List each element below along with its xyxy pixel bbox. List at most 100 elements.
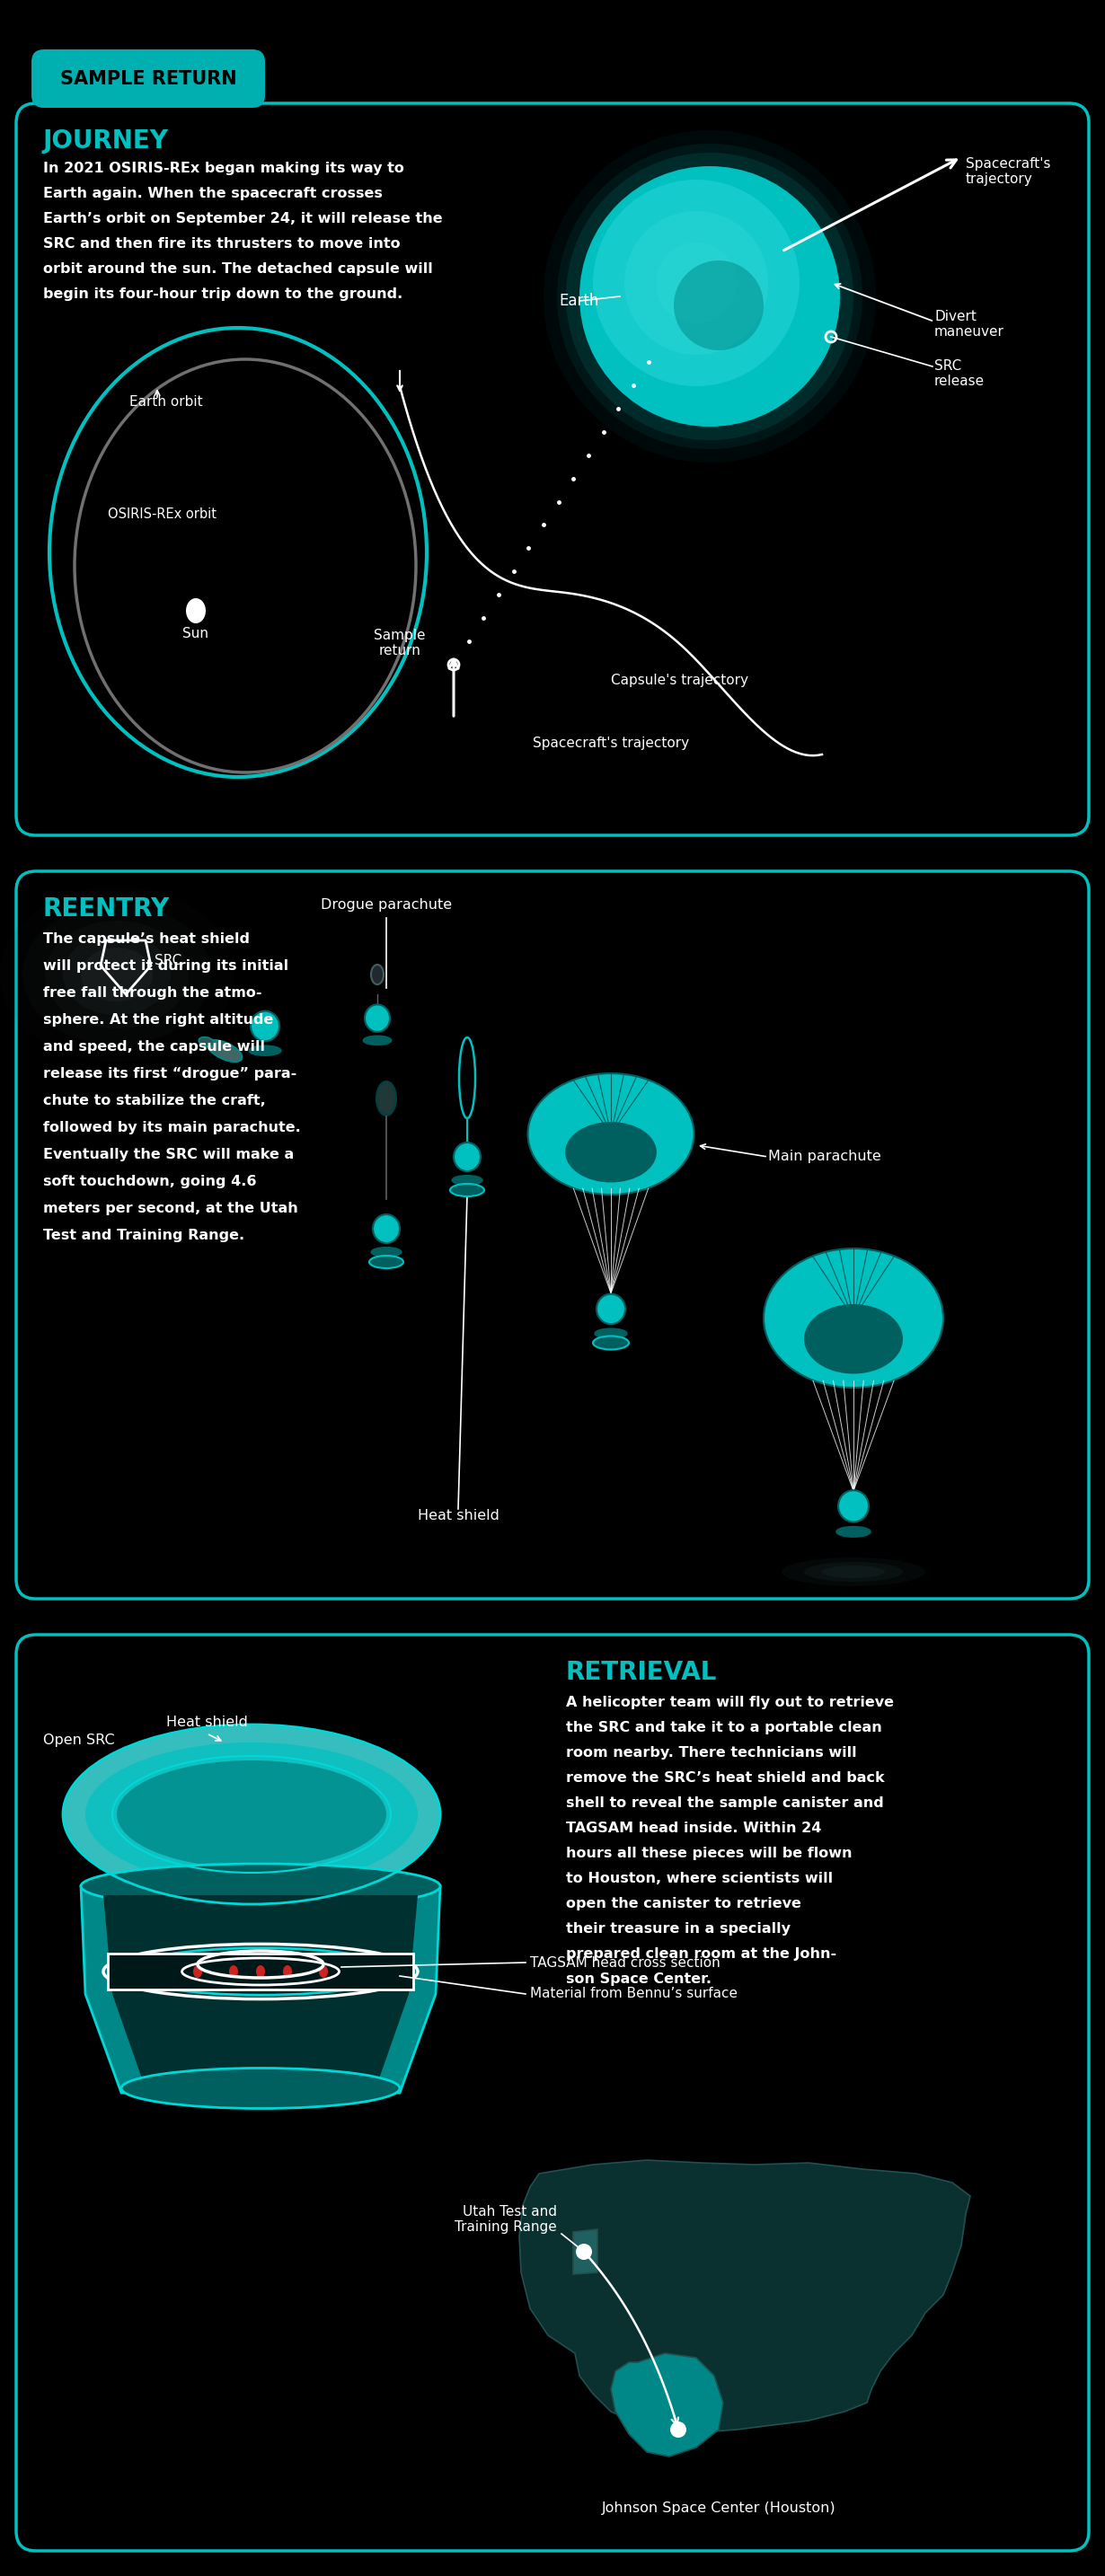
Ellipse shape bbox=[822, 1566, 885, 1579]
Ellipse shape bbox=[199, 1038, 214, 1046]
Ellipse shape bbox=[377, 1082, 397, 1115]
Text: Utah Test and
Training Range: Utah Test and Training Range bbox=[455, 2205, 557, 2233]
Ellipse shape bbox=[229, 1965, 238, 1978]
Ellipse shape bbox=[655, 242, 737, 325]
Text: OSIRIS-REx orbit: OSIRIS-REx orbit bbox=[108, 507, 217, 520]
Text: and speed, the capsule will: and speed, the capsule will bbox=[43, 1041, 265, 1054]
Ellipse shape bbox=[804, 1303, 903, 1373]
Text: release its first “drogue” para-: release its first “drogue” para- bbox=[43, 1066, 296, 1079]
Polygon shape bbox=[103, 1896, 418, 2084]
Ellipse shape bbox=[454, 1144, 481, 1172]
Ellipse shape bbox=[283, 1965, 292, 1978]
Ellipse shape bbox=[593, 180, 800, 386]
Text: their treasure in a specially: their treasure in a specially bbox=[566, 1922, 790, 1935]
Ellipse shape bbox=[452, 1175, 482, 1185]
Ellipse shape bbox=[81, 948, 152, 1002]
Ellipse shape bbox=[804, 1561, 903, 1582]
Ellipse shape bbox=[764, 1249, 944, 1388]
Text: begin its four-hour trip down to the ground.: begin its four-hour trip down to the gro… bbox=[43, 289, 402, 301]
Text: orbit around the sun. The detached capsule will: orbit around the sun. The detached capsu… bbox=[43, 263, 433, 276]
Ellipse shape bbox=[836, 1528, 871, 1538]
Text: SRC: SRC bbox=[155, 953, 181, 969]
Text: shell to reveal the sample canister and: shell to reveal the sample canister and bbox=[566, 1795, 884, 1811]
Text: Johnson Space Center (Houston): Johnson Space Center (Houston) bbox=[601, 2501, 835, 2514]
Ellipse shape bbox=[450, 1185, 484, 1195]
Text: Drogue parachute: Drogue parachute bbox=[320, 899, 452, 912]
Ellipse shape bbox=[0, 886, 233, 1061]
Ellipse shape bbox=[250, 1046, 281, 1056]
Ellipse shape bbox=[593, 1337, 629, 1350]
Ellipse shape bbox=[81, 1865, 440, 1909]
Text: SRC
release: SRC release bbox=[935, 358, 985, 389]
Text: The capsule’s heat shield: The capsule’s heat shield bbox=[43, 933, 250, 945]
Text: son Space Center.: son Space Center. bbox=[566, 1973, 712, 1986]
Text: In 2021 OSIRIS-REx began making its way to: In 2021 OSIRIS-REx began making its way … bbox=[43, 162, 404, 175]
Ellipse shape bbox=[565, 1121, 656, 1182]
Text: meters per second, at the Utah: meters per second, at the Utah bbox=[43, 1203, 298, 1216]
Ellipse shape bbox=[371, 963, 383, 984]
Text: Divert
maneuver: Divert maneuver bbox=[935, 309, 1004, 340]
Ellipse shape bbox=[597, 1293, 625, 1324]
Text: JOURNEY: JOURNEY bbox=[43, 129, 169, 155]
Text: prepared clean room at the John-: prepared clean room at the John- bbox=[566, 1947, 836, 1960]
Ellipse shape bbox=[193, 1965, 202, 1978]
Ellipse shape bbox=[256, 1965, 265, 1978]
Text: REENTRY: REENTRY bbox=[43, 896, 170, 922]
Polygon shape bbox=[519, 2161, 970, 2432]
Text: Sun: Sun bbox=[182, 626, 209, 641]
Ellipse shape bbox=[372, 1213, 400, 1244]
Polygon shape bbox=[573, 2228, 598, 2275]
Ellipse shape bbox=[117, 1759, 387, 1868]
Ellipse shape bbox=[63, 1723, 440, 1904]
Ellipse shape bbox=[781, 1558, 925, 1587]
Ellipse shape bbox=[596, 1329, 627, 1340]
Ellipse shape bbox=[674, 260, 764, 350]
Text: Earth’s orbit on September 24, it will release the: Earth’s orbit on September 24, it will r… bbox=[43, 211, 443, 227]
Text: Capsule's trajectory: Capsule's trajectory bbox=[611, 675, 748, 688]
FancyBboxPatch shape bbox=[31, 49, 265, 108]
Circle shape bbox=[671, 2421, 686, 2437]
Text: the SRC and take it to a portable clean: the SRC and take it to a portable clean bbox=[566, 1721, 882, 1734]
Text: Earth orbit: Earth orbit bbox=[129, 394, 203, 410]
Text: remove the SRC’s heat shield and back: remove the SRC’s heat shield and back bbox=[566, 1772, 885, 1785]
Text: TAGSAM head cross section: TAGSAM head cross section bbox=[530, 1955, 720, 1968]
Text: sphere. At the right altitude: sphere. At the right altitude bbox=[43, 1012, 273, 1028]
Text: free fall through the atmo-: free fall through the atmo- bbox=[43, 987, 262, 999]
Ellipse shape bbox=[839, 1492, 869, 1522]
Text: open the canister to retrieve: open the canister to retrieve bbox=[566, 1896, 801, 1911]
Ellipse shape bbox=[528, 1074, 694, 1195]
Text: A helicopter team will fly out to retrieve: A helicopter team will fly out to retrie… bbox=[566, 1695, 894, 1710]
Text: will protect it during its initial: will protect it during its initial bbox=[43, 958, 288, 974]
Text: to Houston, where scientists will: to Houston, where scientists will bbox=[566, 1873, 833, 1886]
Ellipse shape bbox=[85, 1741, 418, 1886]
Text: SAMPLE RETURN: SAMPLE RETURN bbox=[60, 70, 236, 88]
Ellipse shape bbox=[369, 1255, 403, 1267]
Ellipse shape bbox=[579, 167, 840, 428]
Ellipse shape bbox=[624, 211, 768, 355]
Ellipse shape bbox=[122, 2069, 400, 2110]
Ellipse shape bbox=[319, 1965, 328, 1978]
Text: Material from Bennu’s surface: Material from Bennu’s surface bbox=[530, 1986, 737, 2002]
Text: TAGSAM head inside. Within 24: TAGSAM head inside. Within 24 bbox=[566, 1821, 821, 1834]
Text: Spacecraft's trajectory: Spacecraft's trajectory bbox=[533, 737, 690, 750]
Text: Earth: Earth bbox=[559, 294, 599, 309]
Ellipse shape bbox=[566, 152, 853, 440]
Ellipse shape bbox=[207, 1041, 242, 1061]
Text: Spacecraft's
trajectory: Spacecraft's trajectory bbox=[966, 157, 1051, 185]
Ellipse shape bbox=[365, 1005, 390, 1033]
Ellipse shape bbox=[251, 1010, 280, 1041]
Text: Main parachute: Main parachute bbox=[768, 1149, 881, 1164]
Text: Heat shield: Heat shield bbox=[166, 1716, 248, 1728]
Text: chute to stabilize the craft,: chute to stabilize the craft, bbox=[43, 1095, 265, 1108]
Text: Sample
return: Sample return bbox=[373, 629, 425, 657]
Ellipse shape bbox=[45, 920, 189, 1028]
Ellipse shape bbox=[22, 904, 211, 1046]
Text: hours all these pieces will be flown: hours all these pieces will be flown bbox=[566, 1847, 852, 1860]
Text: Eventually the SRC will make a: Eventually the SRC will make a bbox=[43, 1149, 294, 1162]
Text: Open SRC: Open SRC bbox=[43, 1734, 115, 1747]
Text: Test and Training Range.: Test and Training Range. bbox=[43, 1229, 244, 1242]
Ellipse shape bbox=[371, 1247, 401, 1257]
Text: Heat shield: Heat shield bbox=[418, 1510, 499, 1522]
Ellipse shape bbox=[186, 598, 206, 623]
Ellipse shape bbox=[544, 131, 876, 464]
